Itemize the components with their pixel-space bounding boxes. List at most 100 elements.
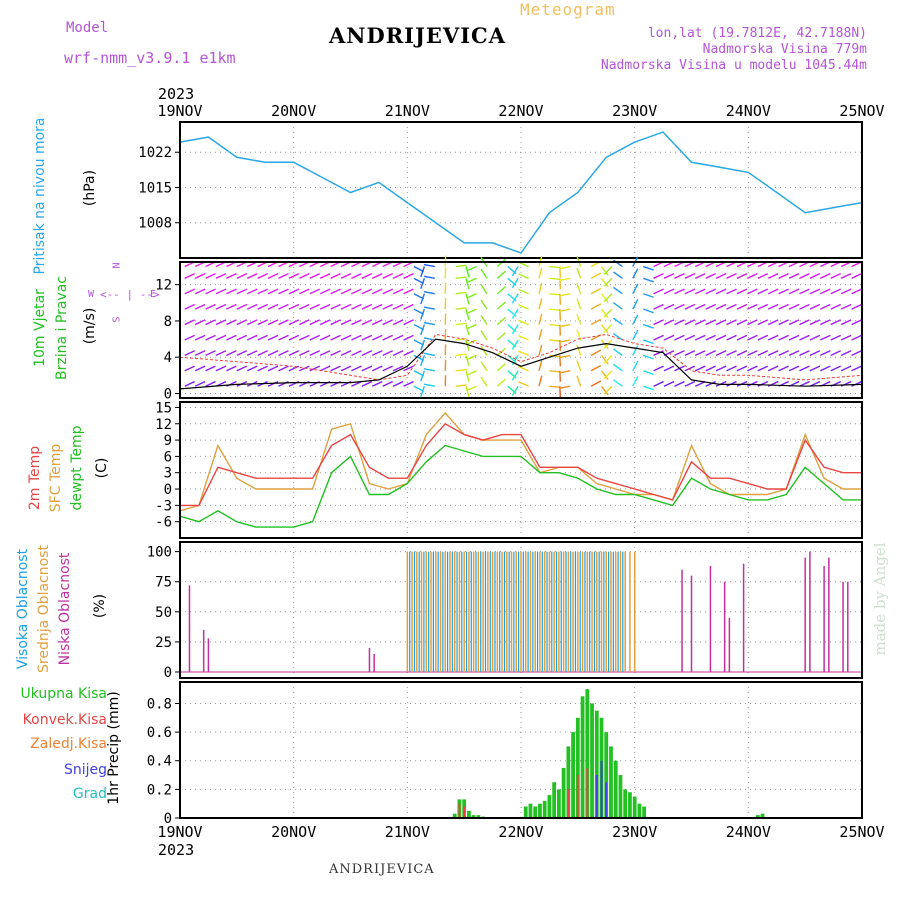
- wind-arrow: [511, 308, 519, 319]
- wind-gust-line: [179, 333, 863, 381]
- wind-arrow: [736, 288, 748, 295]
- wind-arrow: [518, 350, 529, 357]
- wind-arrow: [466, 265, 477, 272]
- wind-arrow: [576, 298, 582, 310]
- wind-arrow: [674, 380, 685, 387]
- wind-arrow: [257, 273, 268, 279]
- station-title: ANDRIJEVICA: [329, 23, 507, 48]
- wind-arrow: [319, 288, 331, 295]
- wind-arrow: [613, 302, 623, 310]
- bottom-date-label: 20NOV: [271, 823, 316, 841]
- wind-arrow: [576, 375, 582, 387]
- wind-arrow: [319, 303, 331, 310]
- wind-arrow: [736, 319, 748, 326]
- wind-arrow: [413, 265, 425, 273]
- wind-arrow: [653, 319, 664, 326]
- wind-arrow: [361, 273, 373, 279]
- pressure-panel: 1008 1015 1022: [138, 121, 863, 259]
- wind-arrow: [257, 334, 268, 341]
- total-precip-bar: [538, 803, 542, 818]
- wind-arrow: [267, 303, 279, 310]
- bottom-time-axis: 19NOV 20NOV 21NOV 22NOV 23NOV 24NOV 25NOV: [157, 823, 884, 841]
- snow-bar: [600, 760, 603, 818]
- wind-arrow: [788, 288, 800, 295]
- cloud-ytick-label: 100: [147, 545, 172, 561]
- wind-arrow: [747, 319, 758, 326]
- wind-arrow: [809, 288, 821, 295]
- top-date-label: 20NOV: [271, 102, 316, 120]
- wind-arrow: [736, 365, 748, 372]
- cloud-ytick-label: 25: [155, 635, 172, 651]
- temperature-ytick-label: 15: [155, 400, 172, 416]
- wind-arrow: [663, 334, 675, 341]
- product-title: Meteogram: [520, 0, 616, 19]
- wind-arrow: [809, 350, 821, 357]
- precip-ytick-label: 0.6: [147, 725, 172, 741]
- wind-arrow: [455, 322, 467, 326]
- wind-arrow: [590, 364, 602, 372]
- wind-arrow: [361, 319, 373, 326]
- wind-arrow: [194, 303, 206, 310]
- wind-arrow: [778, 288, 789, 295]
- wind-arrow: [603, 293, 613, 303]
- wind-arrow: [455, 264, 467, 268]
- wind-arrow: [403, 288, 414, 295]
- wind-arrow: [236, 288, 248, 295]
- wind-arrow: [257, 350, 268, 357]
- wind-arrow: [590, 303, 602, 310]
- pressure-ytick-label: 1022: [138, 145, 172, 161]
- wind-arrow: [309, 350, 321, 357]
- lonlat-label: lon,lat (19.7812E, 42.7188N): [647, 26, 867, 41]
- wind-arrow: [694, 350, 706, 357]
- wind-arrow: [694, 288, 706, 295]
- wind-arrow: [194, 288, 206, 295]
- wind-arrow: [851, 273, 862, 279]
- total-precip-bar: [542, 800, 547, 818]
- wind-arrow: [799, 350, 810, 357]
- wind-arrow: [851, 334, 862, 341]
- wind-arrow: [413, 339, 425, 346]
- wind-arrow: [246, 303, 258, 310]
- wind-arrow: [684, 319, 696, 326]
- wind-arrow: [632, 299, 639, 310]
- total-precip-bar: [628, 792, 632, 818]
- sfctemp-line: [179, 411, 862, 512]
- dewpt-line: [179, 444, 862, 528]
- wind-arrow: [830, 288, 842, 295]
- wind-arrow: [840, 273, 852, 279]
- wind-arrow: [496, 332, 507, 341]
- wind-arrow: [642, 339, 654, 345]
- model-name: wrf-nmm_v3.9.1 e1km: [64, 49, 236, 67]
- top-date-label: 19NOV: [157, 102, 202, 120]
- wind-arrow: [840, 319, 852, 326]
- precip-ytick-label: 0.2: [147, 782, 172, 798]
- wind-arrow: [330, 303, 341, 310]
- wind-arrow: [603, 385, 613, 395]
- wind-arrow: [757, 319, 769, 326]
- wind-compass: N W <-- | --> E S: [88, 262, 160, 323]
- wind-arrow: [549, 277, 561, 281]
- wind-arrow: [559, 277, 571, 282]
- wind-arrow: [830, 273, 842, 279]
- wind-arrow: [632, 376, 639, 387]
- wind-arrow: [726, 303, 737, 310]
- wind-arrow: [205, 303, 216, 310]
- wind-arrow: [736, 273, 748, 279]
- wind-arrow: [351, 273, 362, 279]
- elevation-label: Nadmorska Visina 779m: [702, 42, 867, 57]
- wind-arrow: [278, 273, 289, 279]
- wind-arrow: [371, 319, 383, 326]
- wind-arrow: [684, 380, 696, 387]
- wind-arrow: [480, 299, 488, 310]
- wind-arrow: [653, 365, 664, 372]
- wind-arrow: [653, 303, 664, 310]
- wind-arrow: [371, 334, 383, 341]
- wind-arrow: [496, 285, 507, 295]
- wind-arrow: [423, 321, 435, 326]
- top-time-axis: 19NOV 20NOV 21NOV 22NOV 23NOV 24NOV 25NOV: [157, 102, 884, 120]
- wind-arrow: [361, 303, 373, 310]
- wind-arrow: [590, 272, 602, 279]
- pressure-ytick-label: 1008: [138, 216, 172, 232]
- wind-arrow: [340, 288, 352, 295]
